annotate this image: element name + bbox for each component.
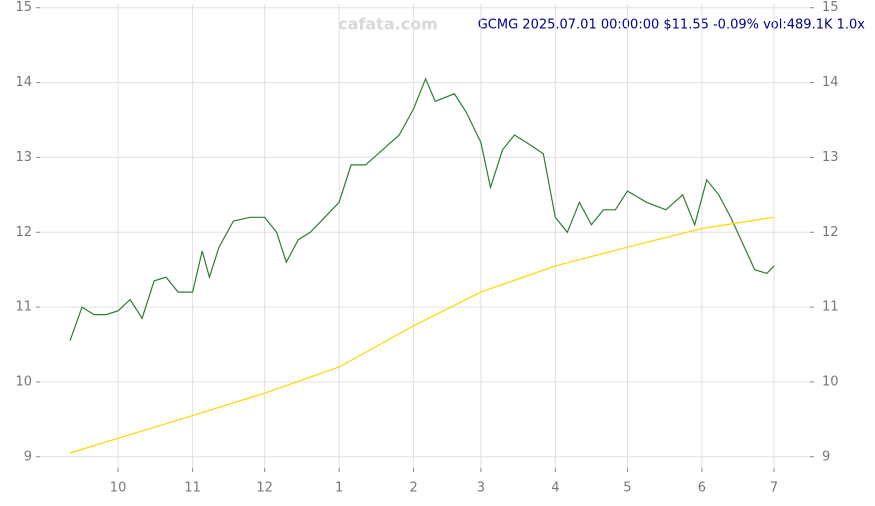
x-tick-label: 4 <box>551 481 559 496</box>
x-tick-label: 6 <box>698 481 706 496</box>
y-tick-label: 14 <box>822 75 839 90</box>
y-tick-label: 10 <box>822 374 839 389</box>
y-tick-label: 15 <box>15 0 32 15</box>
x-tick-label: 10 <box>110 481 127 496</box>
y-tick-label: 11 <box>822 300 839 315</box>
price-line <box>69 77 775 342</box>
x-tick-label: 11 <box>184 481 201 496</box>
chart-title: GCMG 2025.07.01 00:00:00 $11.55 -0.09% v… <box>478 18 866 33</box>
x-tick-label: 5 <box>623 481 631 496</box>
y-tick-label: 12 <box>15 225 32 240</box>
y-tick-label: 11 <box>15 300 32 315</box>
y-tick-label: 13 <box>822 150 839 165</box>
y-tick-label: 9 <box>24 449 32 464</box>
x-tick-label: 1 <box>335 481 343 496</box>
y-tick-label: 10 <box>15 374 32 389</box>
y-tick-label: 13 <box>15 150 32 165</box>
y-tick-label: 12 <box>822 225 839 240</box>
price-line <box>69 216 775 454</box>
watermark: cafata.com <box>338 15 438 34</box>
y-tick-label: 15 <box>822 0 839 15</box>
y-tick-label: 14 <box>15 75 32 90</box>
x-tick-label: 2 <box>409 481 417 496</box>
x-tick-label: 7 <box>770 481 778 496</box>
x-tick-label: 12 <box>256 481 273 496</box>
x-tick-label: 3 <box>477 481 485 496</box>
y-tick-label: 9 <box>822 449 830 464</box>
